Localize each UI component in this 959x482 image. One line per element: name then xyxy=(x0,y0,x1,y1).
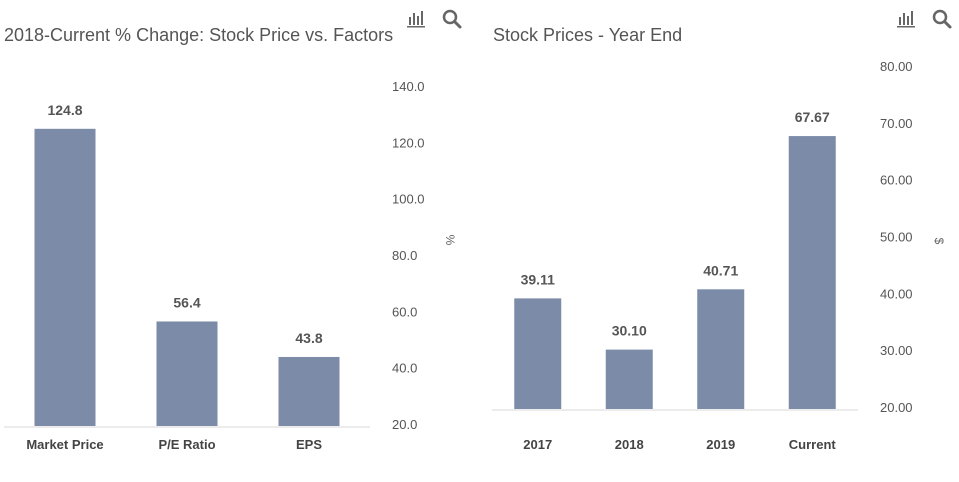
data-label: 67.67 xyxy=(795,109,830,125)
y-tick-label: 20.0 xyxy=(392,417,417,432)
data-label: 56.4 xyxy=(173,294,200,310)
y-tick-label: 140.0 xyxy=(392,79,425,94)
data-label: 39.11 xyxy=(521,271,555,287)
bar[interactable] xyxy=(514,298,562,409)
chart-title: Stock Prices - Year End xyxy=(493,25,683,45)
bar-chart-icon[interactable] xyxy=(895,8,917,30)
data-label: 30.10 xyxy=(612,323,647,339)
data-label: 43.8 xyxy=(295,330,322,346)
y-tick-label: 40.00 xyxy=(880,286,913,301)
bar[interactable] xyxy=(697,289,745,409)
y-tick-label: 60.00 xyxy=(880,173,913,188)
chart-panel-stock-vs-factors: 2018-Current % Change: Stock Price vs. F… xyxy=(0,0,475,482)
y-tick-label: 100.0 xyxy=(392,192,425,207)
y-tick-label: 80.0 xyxy=(392,248,417,263)
x-tick-label: 2017 xyxy=(523,437,552,452)
y-axis-label: % xyxy=(443,235,457,246)
y-tick-label: 70.00 xyxy=(880,116,913,131)
y-tick-label: 80.00 xyxy=(880,59,913,74)
data-label: 124.8 xyxy=(47,102,82,118)
bar[interactable] xyxy=(278,356,340,426)
bar[interactable] xyxy=(156,321,218,426)
search-icon[interactable] xyxy=(931,8,953,30)
y-tick-label: 120.0 xyxy=(392,135,425,150)
bar[interactable] xyxy=(605,349,653,409)
x-tick-label: 2019 xyxy=(706,437,735,452)
y-axis-label: $ xyxy=(932,238,946,245)
bar-chart-left: 20.0 40.0 60.0 80.0 100.0 120.0 140.0% 124.8 Mar… xyxy=(4,79,457,452)
data-label: 40.71 xyxy=(703,262,738,278)
x-tick-label: Market Price xyxy=(26,437,103,452)
y-tick-label: 40.0 xyxy=(392,361,417,376)
chart-panel-stock-prices: Stock Prices - Year End 20.00 30.00 40.00 5… xyxy=(480,0,959,482)
y-tick-label: 50.00 xyxy=(880,230,913,245)
bar-chart-right: 20.00 30.00 40.00 50.00 60.00 70.00 80.00 $39.1… xyxy=(492,59,946,452)
x-tick-label: P/E Ratio xyxy=(158,437,215,452)
y-tick-label: 60.0 xyxy=(392,304,417,319)
bar[interactable] xyxy=(34,128,96,426)
y-tick-label: 30.00 xyxy=(880,343,913,358)
bar[interactable] xyxy=(788,136,836,409)
y-tick-label: 20.00 xyxy=(880,400,913,415)
chart-title: 2018-Current % Change: Stock Price vs. F… xyxy=(4,25,394,45)
x-tick-label: Current xyxy=(789,437,837,452)
x-tick-label: EPS xyxy=(296,437,322,452)
chart-toolbar xyxy=(895,8,953,30)
chart-toolbar xyxy=(405,8,463,30)
bar-chart-icon[interactable] xyxy=(405,8,427,30)
x-tick-label: 2018 xyxy=(615,437,644,452)
search-icon[interactable] xyxy=(441,8,463,30)
